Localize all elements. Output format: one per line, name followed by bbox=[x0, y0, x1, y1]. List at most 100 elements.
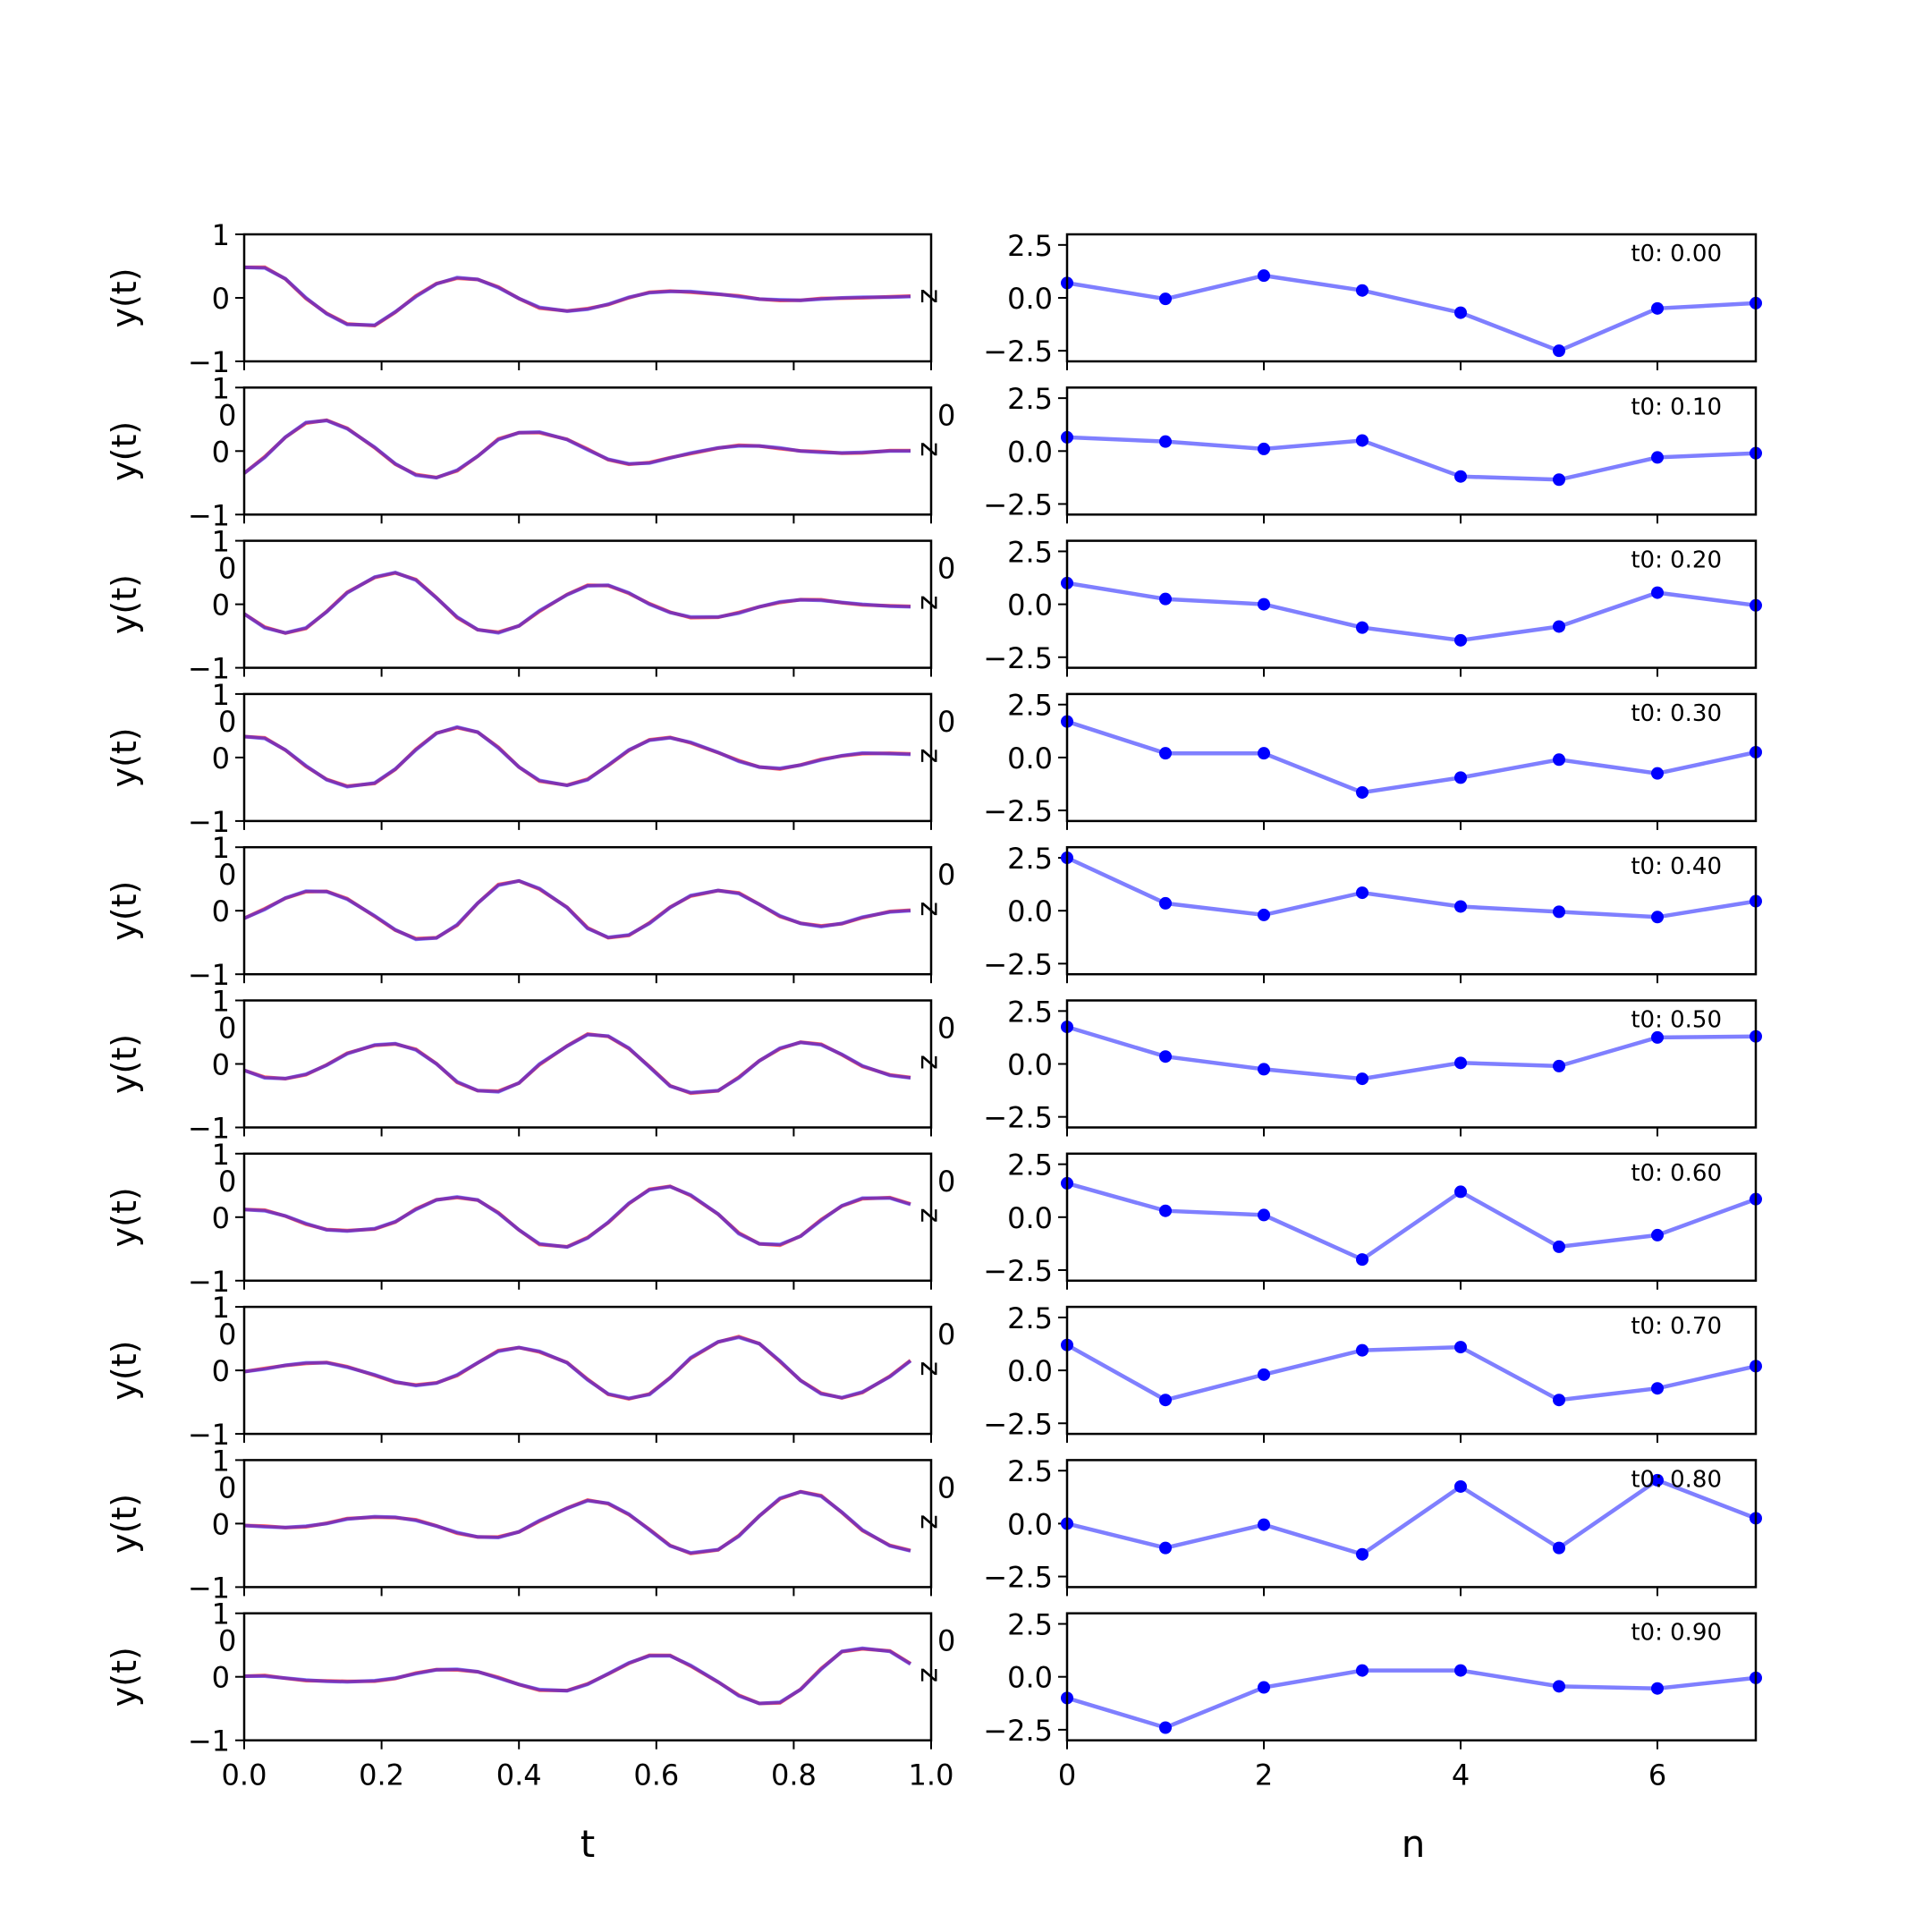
right-t0-annotation: t0: 0.90 bbox=[1631, 1620, 1722, 1647]
left-series-blue-line bbox=[243, 724, 911, 789]
left-axes-frame bbox=[242, 845, 933, 976]
right-series-line bbox=[1066, 273, 1757, 353]
right-axes-frame bbox=[1065, 1152, 1758, 1283]
right-stray-zero-label: 0 bbox=[937, 398, 955, 432]
left-xtick-label: 0.0 bbox=[222, 1758, 267, 1792]
right-series-point bbox=[1651, 586, 1664, 599]
right-ytick-label: −2.5 bbox=[983, 1714, 1053, 1748]
right-series-line bbox=[1066, 1024, 1757, 1081]
left-ytick-label: 0 bbox=[212, 1661, 230, 1695]
right-series-point bbox=[1356, 886, 1368, 900]
right-series-point bbox=[1159, 1204, 1172, 1217]
left-series-blue-line bbox=[242, 571, 911, 635]
left-ytick-label: −1 bbox=[188, 958, 230, 992]
right-series-point bbox=[1258, 1063, 1270, 1076]
right-series-point bbox=[1356, 1253, 1368, 1267]
right-ytick-label: 0.0 bbox=[1007, 1661, 1053, 1695]
left-xtick-label: 0.6 bbox=[633, 1758, 679, 1792]
right-ytick-label: 0.0 bbox=[1007, 435, 1053, 469]
right-ytick-label: 2.5 bbox=[1007, 229, 1053, 263]
right-series-point bbox=[1651, 1228, 1664, 1241]
right-ytick-label: 2.5 bbox=[1007, 1148, 1053, 1182]
left-stray-zero-label: 0 bbox=[218, 1165, 236, 1199]
left-axes-frame bbox=[242, 1459, 933, 1589]
right-series-point bbox=[1553, 1240, 1565, 1253]
right-stray-zero-label: 0 bbox=[937, 705, 955, 739]
right-stray-zero-label: 0 bbox=[937, 1624, 955, 1658]
x-axis-label-t: t bbox=[580, 1822, 595, 1866]
right-series-point bbox=[1159, 1394, 1172, 1407]
right-series-point bbox=[1159, 747, 1172, 760]
left-series-blue-line bbox=[243, 1489, 911, 1555]
left-ytick-label: −1 bbox=[188, 1418, 230, 1452]
right-ytick-label: −2.5 bbox=[983, 947, 1053, 981]
right-subplot-2: 2.5 0.0 −2.5 0 t0: 0.20 bbox=[937, 535, 1762, 677]
right-series-point bbox=[1651, 1473, 1664, 1487]
left-ytick-label: −1 bbox=[188, 805, 230, 839]
right-series-point bbox=[1258, 1368, 1270, 1381]
right-ytick-label: 0.0 bbox=[1007, 1048, 1053, 1082]
left-series-blue-line bbox=[244, 1646, 912, 1706]
right-ytick-label: 2.5 bbox=[1007, 995, 1053, 1029]
right-axes-frame bbox=[1065, 999, 1758, 1129]
right-ytick-label: 2.5 bbox=[1007, 535, 1053, 569]
right-stray-zero-label: 0 bbox=[937, 1470, 955, 1504]
left-ytick-label: −1 bbox=[188, 1112, 230, 1146]
left-ytick-label: −1 bbox=[188, 652, 230, 686]
right-series-point bbox=[1356, 1547, 1368, 1561]
left-stray-zero-label: 0 bbox=[218, 1012, 236, 1046]
right-t0-annotation: t0: 0.10 bbox=[1631, 394, 1722, 420]
left-stray-zero-label: 0 bbox=[218, 1470, 236, 1504]
right-ytick-label: 2.5 bbox=[1007, 1454, 1053, 1488]
right-ytick-label: 0.0 bbox=[1007, 894, 1053, 928]
right-series-line bbox=[1066, 1478, 1757, 1557]
right-t0-annotation: t0: 0.30 bbox=[1631, 700, 1722, 727]
right-subplot-7: 2.5 0.0 −2.5 0 t0: 0.70 bbox=[937, 1301, 1762, 1444]
right-ytick-label: 0.0 bbox=[1007, 282, 1053, 316]
right-series-point bbox=[1159, 435, 1172, 448]
right-series-point bbox=[1553, 753, 1565, 767]
right-series-point bbox=[1651, 911, 1664, 924]
right-series-point bbox=[1159, 292, 1172, 306]
left-ytick-label: 1 bbox=[212, 218, 230, 252]
left-axes-frame bbox=[242, 386, 933, 516]
right-ytick-label: −2.5 bbox=[983, 1254, 1053, 1288]
right-xtick-label: 0 bbox=[1058, 1758, 1076, 1792]
left-y-axis-label: y(t) bbox=[105, 421, 144, 481]
right-t0-annotation: t0: 0.70 bbox=[1631, 1313, 1722, 1340]
left-ytick-label: −1 bbox=[188, 345, 230, 379]
right-stray-zero-label: 0 bbox=[937, 1012, 955, 1046]
right-t0-annotation: t0: 0.80 bbox=[1631, 1466, 1722, 1493]
right-series-point bbox=[1258, 908, 1270, 921]
right-stray-zero-label: 0 bbox=[937, 552, 955, 586]
right-series-point bbox=[1454, 1664, 1467, 1677]
right-series-point bbox=[1356, 284, 1368, 297]
left-y-axis-label: y(t) bbox=[105, 881, 144, 941]
right-series-point bbox=[1454, 1185, 1467, 1199]
right-series-point bbox=[1553, 620, 1565, 633]
right-series-point bbox=[1159, 1050, 1172, 1063]
right-series-point bbox=[1356, 621, 1368, 634]
left-series-blue-line bbox=[243, 1184, 911, 1250]
right-axes-frame bbox=[1065, 692, 1758, 823]
left-ytick-label: 0 bbox=[212, 1507, 230, 1541]
left-stray-zero-label: 0 bbox=[218, 552, 236, 586]
left-xtick-label: 1.0 bbox=[909, 1758, 954, 1792]
right-series-point bbox=[1553, 905, 1565, 919]
right-series-point bbox=[1553, 1680, 1565, 1693]
left-ytick-label: −1 bbox=[188, 1265, 230, 1299]
right-stray-zero-label: 0 bbox=[937, 858, 955, 892]
right-series-point bbox=[1651, 451, 1664, 464]
right-subplot-8: 2.5 0.0 −2.5 0 t0: 0.80 bbox=[937, 1454, 1762, 1597]
left-y-axis-label: y(t) bbox=[105, 1187, 144, 1247]
right-series-point bbox=[1454, 1056, 1467, 1070]
right-subplot-3: 2.5 0.0 −2.5 0 t0: 0.30 bbox=[937, 689, 1762, 830]
